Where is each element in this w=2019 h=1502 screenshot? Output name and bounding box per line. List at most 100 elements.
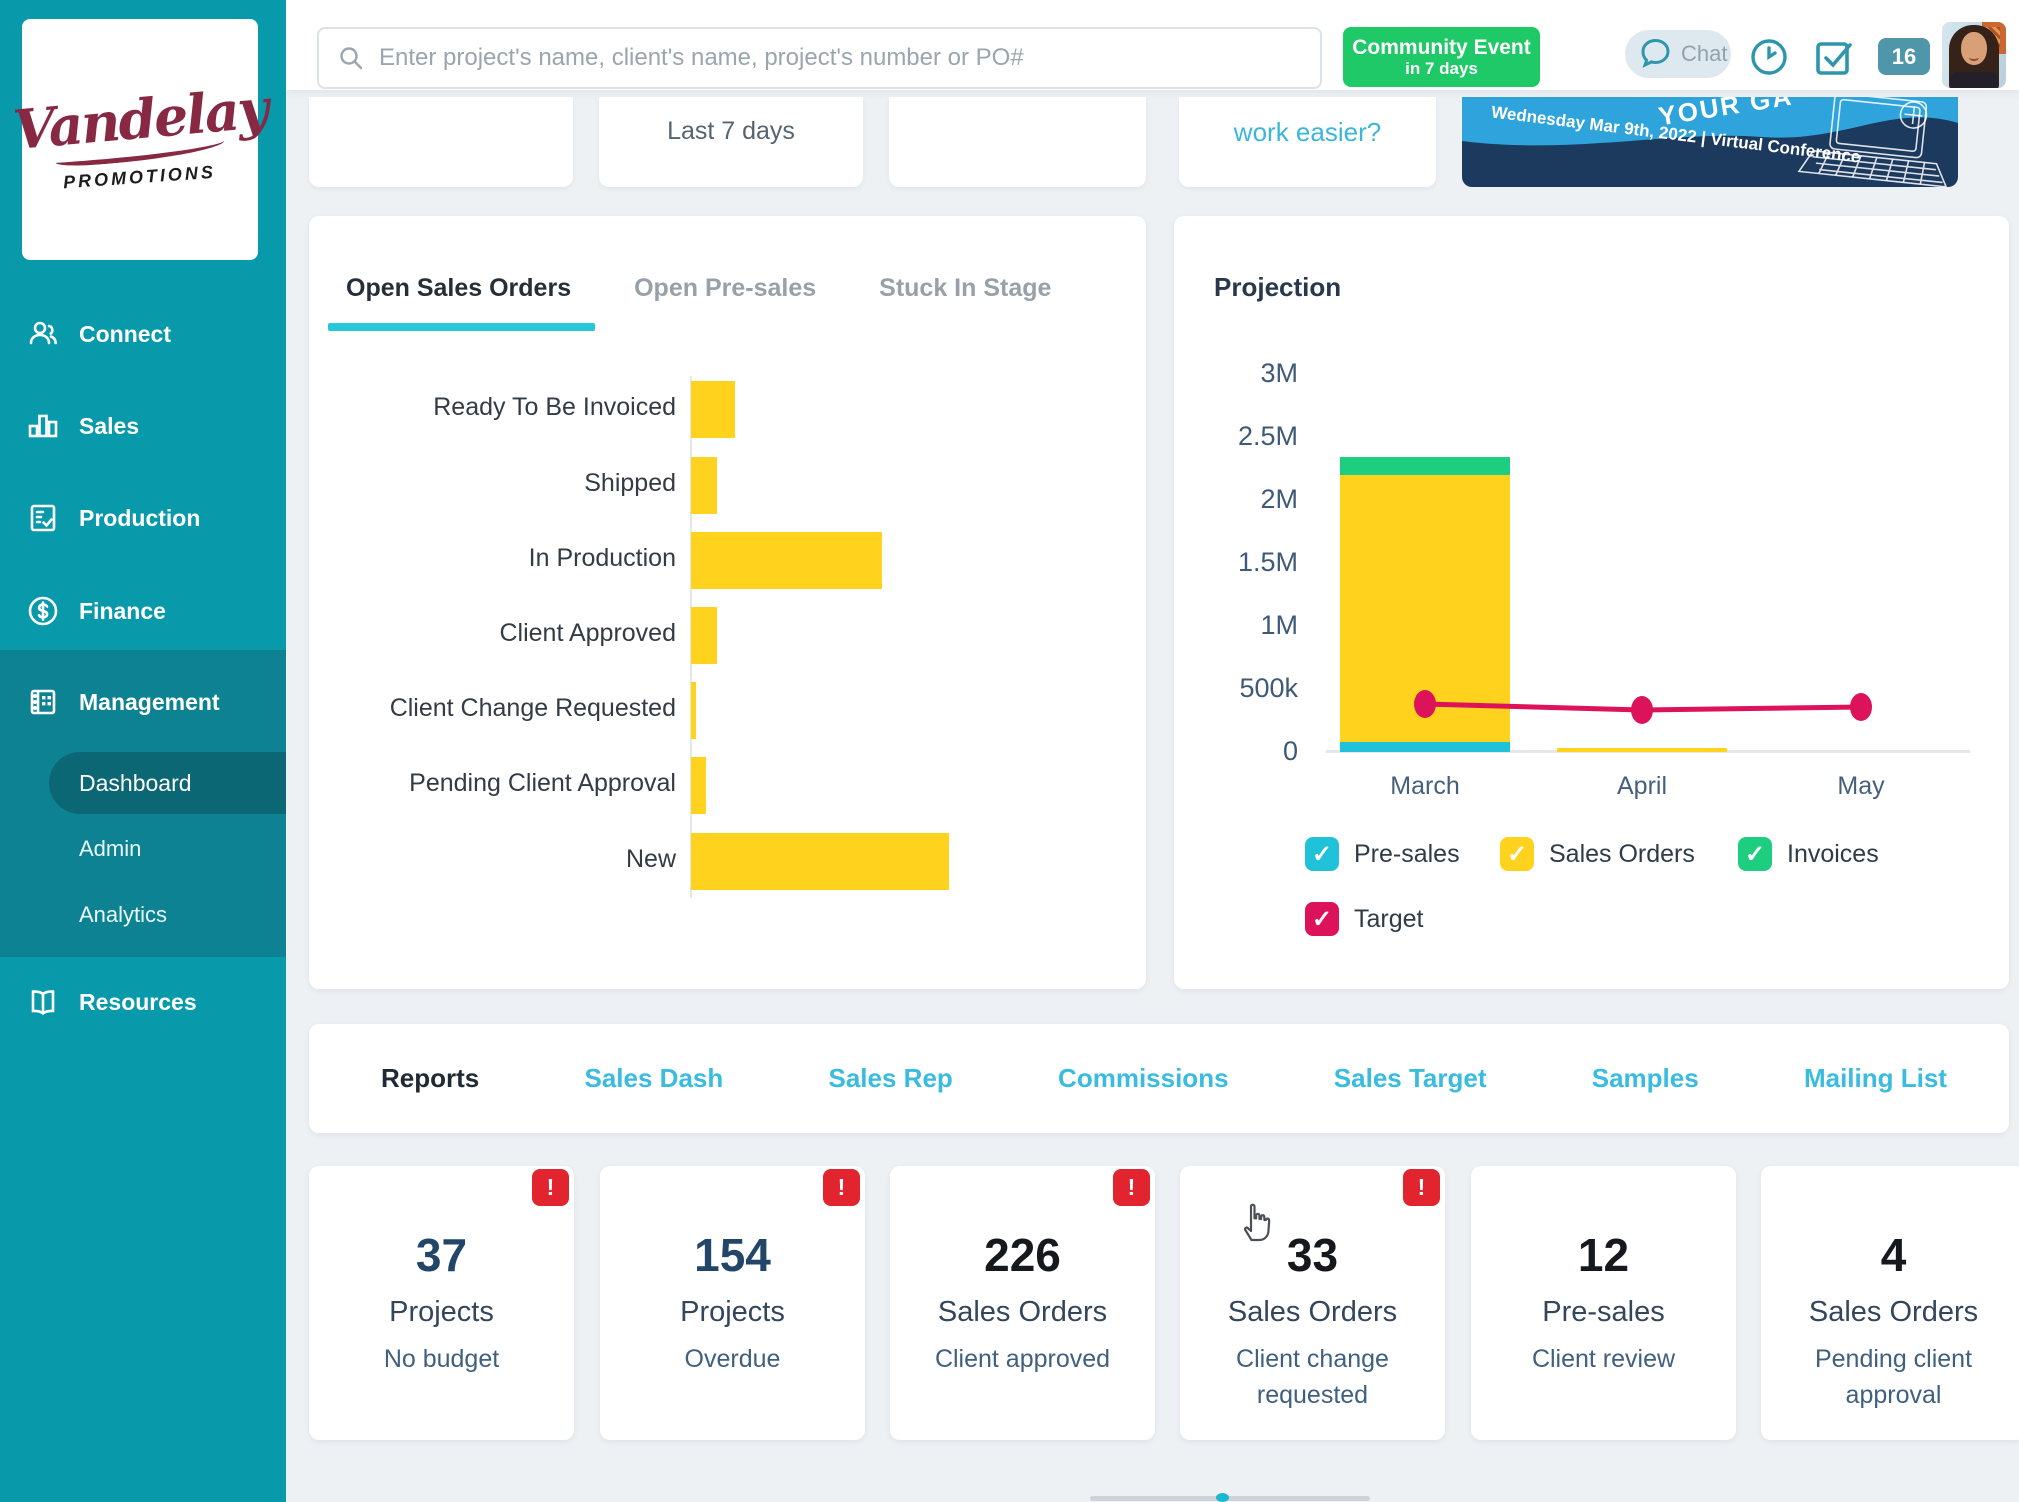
report-nav-samples[interactable]: Samples <box>1591 1063 1699 1093</box>
report-nav-reports[interactable]: Reports <box>381 1063 480 1093</box>
sidebar-item-management[interactable]: Management <box>0 678 286 726</box>
sidebar-item-sales[interactable]: Sales <box>0 402 286 450</box>
target-line-point <box>1850 693 1872 721</box>
hbar-category-label: Shipped <box>584 469 676 497</box>
x-axis-tick-label: May <box>1837 772 1885 800</box>
next-section-peek-line <box>1090 1496 1370 1501</box>
hbar-bar[interactable] <box>691 682 696 739</box>
legend-label: Pre-sales <box>1354 839 1460 868</box>
stat-card-no-budget[interactable]: ! 37 Projects No budget <box>309 1166 574 1440</box>
legend-checkbox[interactable]: ✓ <box>1500 837 1534 871</box>
chat-button-label: Chat <box>1681 41 1728 66</box>
legend-item-invoices[interactable]: ✓ Invoices <box>1738 837 1879 871</box>
peek-card-work-easier[interactable]: work easier? <box>1179 97 1436 187</box>
sidebar-subitem-dashboard-active[interactable]: Dashboard <box>49 752 286 814</box>
legend-checkbox[interactable]: ✓ <box>1305 902 1339 936</box>
hbar-bar[interactable] <box>691 381 735 438</box>
brand-logo[interactable]: Vandelay PROMOTIONS <box>11 19 269 260</box>
report-nav-commissions[interactable]: Commissions <box>1058 1063 1229 1093</box>
stat-subtitle: Pending client approval <box>1814 1345 1973 1409</box>
sidebar-subitem-admin[interactable]: Admin <box>0 825 286 873</box>
hbar-row: In Production <box>309 532 1146 589</box>
hbar-bar[interactable] <box>691 607 717 664</box>
tab-stuck-in-stage[interactable]: Stuck In Stage <box>879 274 1052 302</box>
report-nav-sales-dash[interactable]: Sales Dash <box>584 1063 724 1093</box>
sidebar-item-connect[interactable]: Connect <box>0 310 286 358</box>
legend-item-sales-orders[interactable]: ✓ Sales Orders <box>1500 837 1695 871</box>
sidebar-subitem-label: Dashboard <box>79 769 192 796</box>
stat-card-client-review[interactable]: 12 Pre-sales Client review <box>1471 1166 1736 1440</box>
y-axis-tick-label: 0 <box>1282 736 1298 766</box>
building-icon <box>26 685 60 719</box>
hbar-bar[interactable] <box>691 833 949 890</box>
last-7-days-label: Last 7 days <box>667 117 795 145</box>
peek-card-last-7-days[interactable]: Last 7 days <box>599 97 863 187</box>
notification-count-badge[interactable]: 16 <box>1878 38 1930 75</box>
stat-value: 154 <box>694 1229 771 1281</box>
legend-item-target[interactable]: ✓ Target <box>1305 902 1423 936</box>
report-nav-sales-target[interactable]: Sales Target <box>1333 1063 1487 1093</box>
stacked-bar-segment-sales-orders[interactable] <box>1557 748 1727 752</box>
hbar-bar[interactable] <box>691 457 717 514</box>
sidebar-item-label: Finance <box>79 597 166 624</box>
tab-open-sales-orders[interactable]: Open Sales Orders <box>346 274 572 302</box>
target-line-point <box>1631 696 1653 724</box>
hbar-row: Pending Client Approval <box>309 757 1146 814</box>
hbar-bar[interactable] <box>691 757 706 814</box>
event-button-subtitle: in 7 days <box>1405 58 1478 78</box>
legend-item-pre-sales[interactable]: ✓ Pre-sales <box>1305 837 1460 871</box>
legend-checkbox[interactable]: ✓ <box>1305 837 1339 871</box>
sidebar-item-resources[interactable]: Resources <box>0 978 286 1026</box>
sidebar-item-label: Production <box>79 504 201 531</box>
stat-subtitle: Overdue <box>684 1345 781 1373</box>
legend-label: Target <box>1354 904 1424 933</box>
stat-card-client-change-requested[interactable]: ! 33 Sales Orders Client change requested <box>1180 1166 1445 1440</box>
user-avatar[interactable] <box>1942 22 2006 88</box>
stat-subtitle: No budget <box>383 1345 500 1373</box>
stat-label: Projects <box>680 1296 785 1328</box>
stat-card-pending-client-approval[interactable]: 4 Sales Orders Pending client approval <box>1761 1166 2019 1440</box>
dollar-circle-icon <box>26 594 60 628</box>
stat-subtitle: Client approved <box>934 1345 1111 1373</box>
hbar-row: Client Change Requested <box>309 682 1146 739</box>
event-banner[interactable]: YOUR GA Wednesday Mar 9th, 2022 | Virtua… <box>1462 97 1958 187</box>
report-nav-mailing-list[interactable]: Mailing List <box>1803 1063 1947 1093</box>
stacked-bar-segment-sales-orders[interactable] <box>1340 475 1510 742</box>
tab-open-pre-sales[interactable]: Open Pre-sales <box>634 274 817 302</box>
sidebar-item-label: Connect <box>79 320 171 347</box>
clock-button[interactable] <box>1748 36 1788 76</box>
stat-card-client-approved[interactable]: ! 226 Sales Orders Client approved <box>890 1166 1155 1440</box>
next-section-peek-dot <box>1216 1493 1229 1502</box>
legend-label: Invoices <box>1787 839 1879 868</box>
brand-tagline: PROMOTIONS <box>62 161 217 192</box>
report-nav-sales-rep[interactable]: Sales Rep <box>828 1063 953 1093</box>
stat-card-overdue[interactable]: ! 154 Projects Overdue <box>600 1166 865 1440</box>
chat-bubble-icon <box>1641 38 1670 68</box>
sidebar-item-finance[interactable]: Finance <box>0 587 286 635</box>
sidebar-subitem-label: Analytics <box>79 902 168 927</box>
chat-button[interactable]: Chat <box>1625 30 1731 78</box>
peek-card-1[interactable] <box>309 97 573 187</box>
peek-card-3[interactable] <box>889 97 1146 187</box>
sidebar-item-label: Sales <box>79 412 140 439</box>
active-tab-underline <box>328 323 595 331</box>
stat-value: 37 <box>415 1229 468 1281</box>
hbar-row: Shipped <box>309 457 1146 514</box>
sidebar-item-production[interactable]: Production <box>0 494 286 542</box>
alert-badge-icon: ! <box>823 1169 860 1206</box>
stacked-bar-segment-pre-sales[interactable] <box>1340 742 1510 752</box>
sidebar-subitem-analytics[interactable]: Analytics <box>0 891 286 939</box>
hbar-bar[interactable] <box>691 532 882 589</box>
event-button-title: Community Event <box>1352 35 1531 59</box>
hbar-category-label: Client Approved <box>499 619 676 647</box>
legend-label: Sales Orders <box>1549 839 1695 868</box>
legend-checkbox[interactable]: ✓ <box>1738 837 1772 871</box>
x-axis-tick-label: March <box>1390 772 1460 800</box>
stacked-bar-segment-invoices[interactable] <box>1340 457 1510 475</box>
stat-value: 33 <box>1286 1229 1339 1281</box>
projection-title: Projection <box>1214 272 1342 302</box>
search-input[interactable] <box>377 43 1320 73</box>
tasks-button[interactable] <box>1813 36 1853 76</box>
hbar-category-label: Client Change Requested <box>389 694 676 722</box>
community-event-button[interactable]: Community Event in 7 days <box>1343 27 1540 87</box>
